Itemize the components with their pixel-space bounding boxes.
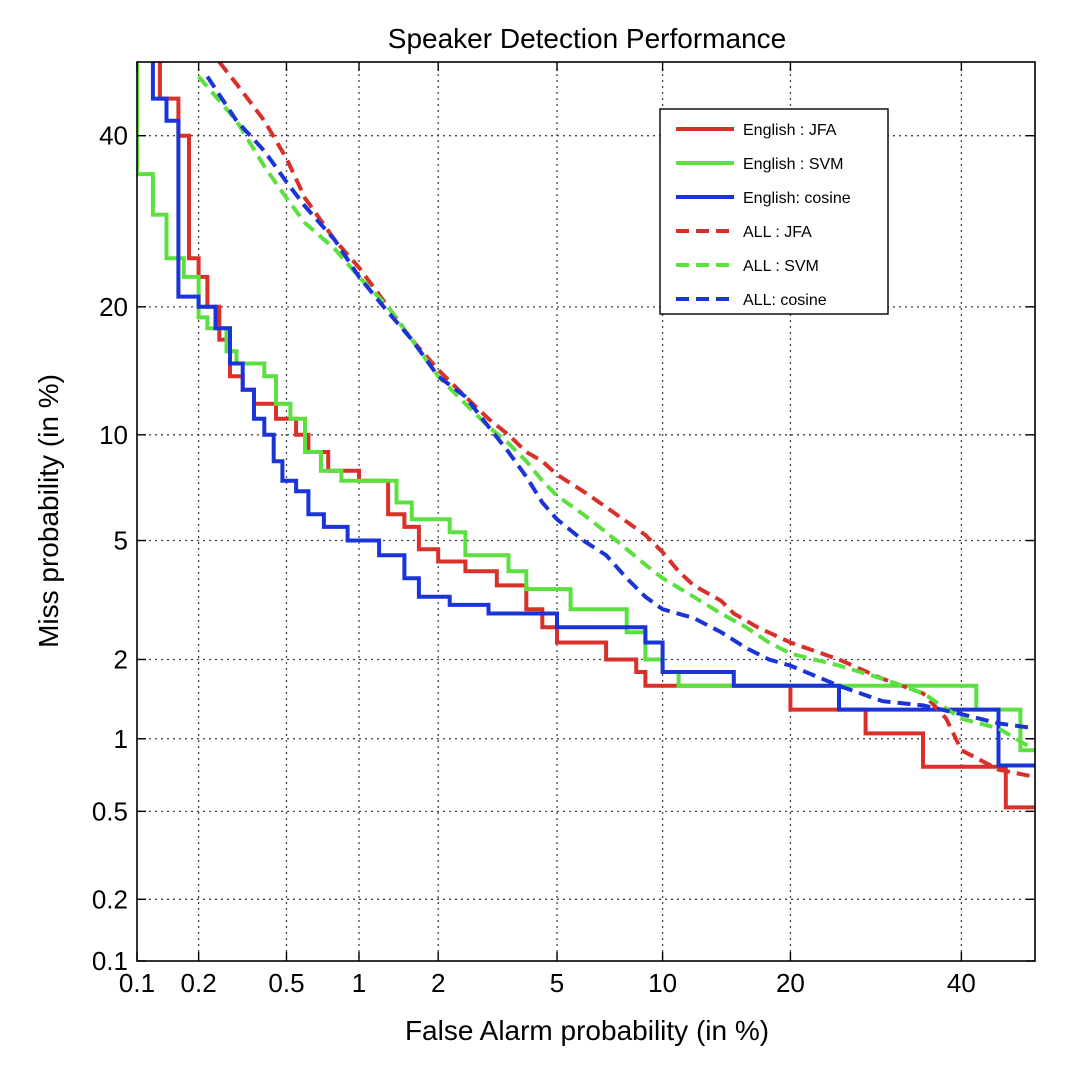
series-line-4 [217, 62, 1035, 779]
series-line-3 [150, 62, 1035, 768]
x-tick-label: 5 [550, 968, 564, 998]
series-line-6 [205, 75, 1035, 731]
series-lines [137, 62, 1035, 810]
series-line-5 [197, 75, 1035, 752]
legend-box [659, 108, 889, 315]
series-line-1 [157, 62, 1035, 810]
legend-label-6: ALL: cosine [743, 292, 827, 309]
y-tick-label: 1 [114, 724, 128, 754]
chart-title: Speaker Detection Performance [388, 23, 786, 54]
legend-label-2: English : SVM [743, 156, 843, 173]
y-tick-labels: 0.1 0.2 0.5 1 2 5 10 20 40 [92, 121, 128, 976]
legend-label-1: English : JFA [743, 122, 837, 139]
x-tick-label: 40 [947, 968, 976, 998]
y-tick-label: 0.2 [92, 884, 128, 914]
y-tick-label: 20 [99, 292, 128, 322]
legend: English : JFA English : SVM English: cosin… [659, 108, 889, 315]
y-axis-label: Miss probability (in %) [33, 374, 64, 648]
x-tick-label: 10 [648, 968, 677, 998]
y-tick-label: 0.1 [92, 946, 128, 976]
x-tick-label: 0.2 [181, 968, 217, 998]
x-tick-label: 1 [352, 968, 366, 998]
x-axis-label: False Alarm probability (in %) [405, 1015, 769, 1046]
x-tick-label: 20 [776, 968, 805, 998]
legend-label-3: English: cosine [743, 190, 851, 207]
y-tick-label: 10 [99, 420, 128, 450]
series-line-2 [137, 62, 1035, 753]
legend-label-4: ALL : JFA [743, 224, 812, 241]
y-tick-label: 2 [114, 644, 128, 674]
x-tick-label: 2 [431, 968, 445, 998]
y-tick-label: 40 [99, 121, 128, 151]
x-tick-label: 0.5 [268, 968, 304, 998]
plot-frame [136, 61, 1036, 962]
axis-ticks [136, 62, 1035, 962]
y-tick-label: 5 [114, 526, 128, 556]
grid-lines [137, 62, 1035, 961]
x-tick-labels: 0.1 0.2 0.5 1 2 5 10 20 40 [119, 968, 976, 998]
legend-label-5: ALL : SVM [743, 258, 819, 275]
y-tick-label: 0.5 [92, 796, 128, 826]
x-tick-label: 0.1 [119, 968, 155, 998]
